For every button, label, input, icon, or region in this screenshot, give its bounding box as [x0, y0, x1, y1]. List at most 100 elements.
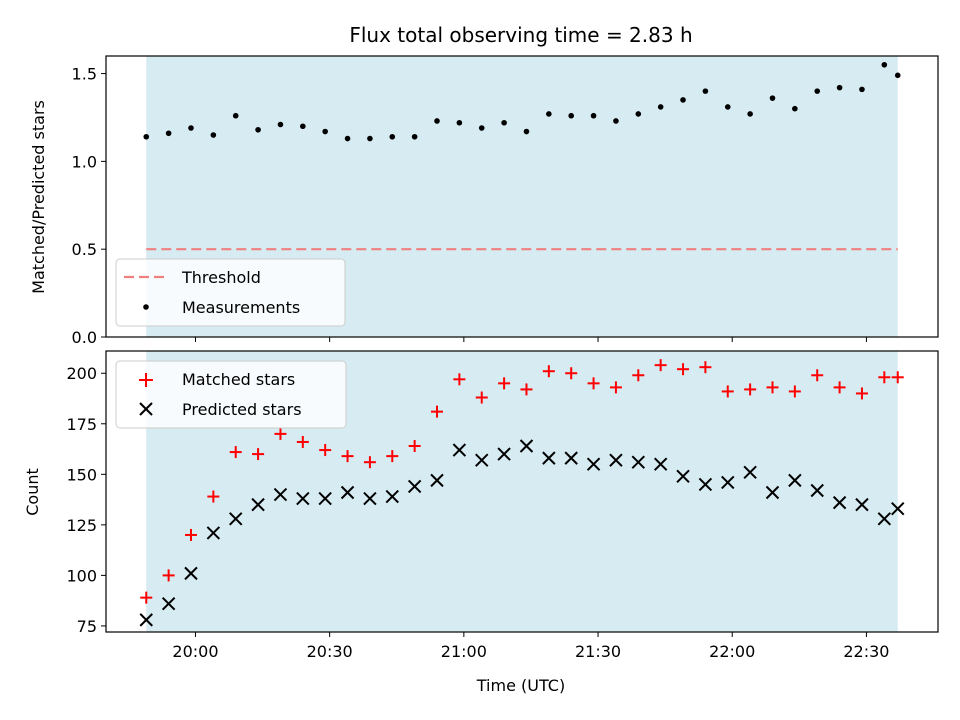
- matched-star-point: [632, 369, 645, 382]
- matched-star-point: [252, 448, 265, 461]
- bottom-legend-box: [115, 360, 347, 429]
- measurement-point: [210, 132, 217, 138]
- matched-star-point: [498, 377, 511, 390]
- predicted-star-point: [891, 501, 905, 516]
- bottom-y-axis-ticks: 75 100 125 150 175 200: [66, 364, 106, 636]
- matched-star-point: [542, 365, 555, 378]
- matched-star-point: [766, 381, 779, 394]
- legend-predicted-swatch: [139, 402, 153, 416]
- predicted-star-point: [877, 512, 892, 526]
- predicted-star-point: [452, 443, 467, 457]
- predicted-star-point: [519, 439, 534, 453]
- predicted-star-point: [318, 491, 332, 506]
- bottom-y-axis-label: Count: [23, 468, 42, 516]
- y-tick-label: 175: [66, 415, 97, 434]
- predicted-star-point: [743, 465, 757, 480]
- matched-star-point: [891, 371, 904, 384]
- matched-star-point: [229, 446, 242, 459]
- top-y-axis-ticks: 0.0 0.5 1.0 1.5: [72, 65, 106, 347]
- measurement-point: [367, 135, 373, 142]
- matched-star-point: [453, 373, 466, 386]
- ratio-panel: 0.0 0.5 1.0 1.5 Matched/Predicted stars Thr…: [29, 55, 939, 347]
- measurement-point: [322, 128, 328, 135]
- predicted-star-point: [184, 566, 198, 581]
- matched-star-point: [184, 528, 197, 541]
- count-panel: 75 100 125 150 175 200 20:00 20:30 21:00 21:30 22…: [23, 350, 939, 695]
- matched-stars-points: [140, 359, 904, 604]
- x-tick-label: 21:00: [441, 642, 487, 661]
- chart-title: Flux total observing time = 2.83 h: [349, 23, 692, 47]
- matched-star-point: [609, 381, 622, 394]
- measurement-point: [523, 128, 530, 135]
- matched-star-point: [565, 367, 578, 380]
- measurement-point: [456, 119, 463, 126]
- y-tick-label: 0.0: [72, 328, 97, 347]
- predicted-star-point: [161, 596, 176, 611]
- predicted-star-point: [407, 479, 422, 494]
- y-tick-label: 200: [66, 364, 97, 383]
- y-tick-label: 0.5: [72, 240, 97, 259]
- matched-star-point: [788, 385, 801, 398]
- predicted-star-point: [788, 473, 802, 488]
- top-y-axis-label: Matched/Predicted stars: [29, 100, 48, 294]
- predicted-star-point: [631, 455, 646, 469]
- matched-star-point: [341, 450, 354, 463]
- measurement-point: [478, 125, 485, 131]
- predicted-star-point: [340, 485, 355, 500]
- matched-star-point: [363, 456, 376, 469]
- predicted-star-point: [229, 512, 243, 526]
- predicted-star-point: [855, 497, 869, 512]
- measurement-point: [814, 88, 821, 94]
- measurement-point: [143, 133, 150, 140]
- measurement-point: [680, 97, 686, 103]
- matched-star-point: [431, 405, 444, 418]
- y-tick-label: 1.5: [72, 65, 97, 84]
- predicted-star-point: [810, 483, 824, 498]
- legend-matched-label: Matched stars: [182, 370, 295, 389]
- top-x-axis-ticks: [194, 337, 867, 342]
- legend-measurements-label: Measurements: [182, 298, 300, 317]
- bottom-plot-frame: [105, 350, 939, 633]
- predicted-star-point: [542, 451, 556, 465]
- matched-star-point: [721, 385, 734, 398]
- measurement-point: [546, 111, 552, 117]
- predicted-star-point: [363, 491, 377, 506]
- y-tick-label: 125: [66, 516, 97, 535]
- y-tick-label: 75: [77, 617, 97, 636]
- measurement-point: [724, 104, 731, 110]
- measurement-point: [501, 119, 507, 126]
- x-tick-label: 20:00: [172, 642, 218, 661]
- predicted-star-point: [698, 477, 713, 492]
- top-legend: Threshold Measurements: [115, 258, 346, 327]
- measurement-point: [568, 112, 575, 119]
- measurement-point: [792, 105, 798, 112]
- measurement-point: [859, 86, 865, 93]
- predicted-star-point: [832, 495, 847, 510]
- predicted-star-point: [765, 485, 780, 500]
- measurement-point: [165, 130, 172, 137]
- measurement-point: [613, 118, 619, 124]
- x-tick-label: 21:30: [575, 642, 621, 661]
- matched-star-point: [833, 381, 846, 394]
- matched-star-point: [408, 440, 421, 453]
- measurement-point: [232, 112, 239, 119]
- predicted-star-point: [586, 457, 601, 471]
- matched-star-point: [386, 450, 399, 463]
- matched-star-point: [207, 490, 220, 503]
- legend-predicted-label: Predicted stars: [182, 400, 302, 419]
- predicted-star-point: [251, 497, 265, 512]
- top-legend-box: [115, 258, 346, 327]
- top-plot-frame: [105, 55, 939, 338]
- measurement-point: [747, 111, 753, 117]
- matched-star-point: [699, 361, 712, 374]
- matched-star-point: [587, 377, 600, 390]
- matched-star-point: [319, 444, 332, 457]
- matched-star-point: [140, 591, 153, 604]
- matched-star-point: [677, 363, 690, 376]
- measurement-point: [836, 84, 843, 91]
- measurement-point: [277, 121, 284, 128]
- predicted-star-point: [430, 473, 444, 488]
- measurement-point: [702, 88, 709, 94]
- matched-star-point: [520, 383, 533, 396]
